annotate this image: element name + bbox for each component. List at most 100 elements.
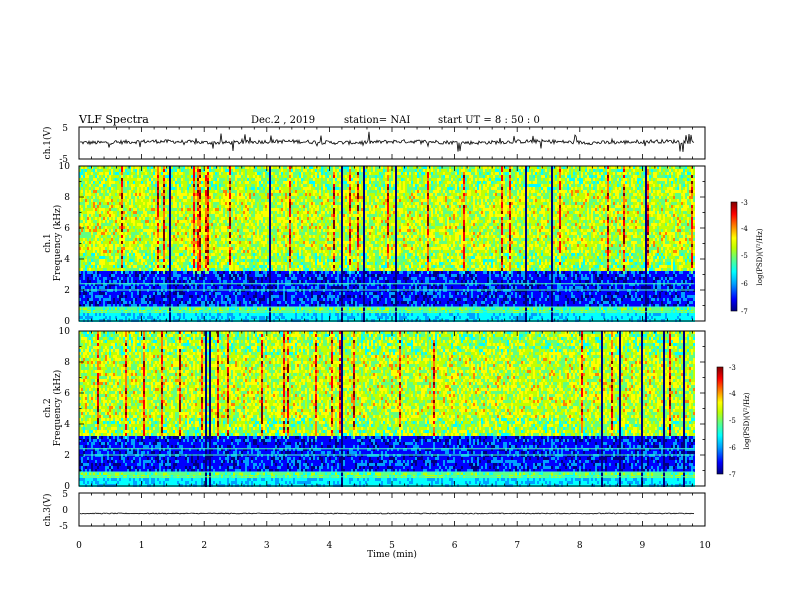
spectrogram-cell — [145, 298, 147, 301]
spectrogram-cell — [263, 232, 265, 235]
spectrogram-cell — [189, 262, 191, 265]
spectrogram-cell — [171, 295, 173, 298]
spectrogram-cell — [221, 235, 223, 238]
spectrogram-cell — [195, 244, 197, 247]
spectrogram-cell — [181, 241, 183, 244]
spectrogram-cell — [231, 301, 233, 304]
spectrogram-cell — [125, 226, 127, 229]
spectrogram-cell — [127, 274, 129, 277]
spectrogram-cell — [245, 232, 247, 235]
spectrogram-cell — [159, 268, 161, 271]
spectrogram-cell — [83, 193, 85, 196]
spectrogram-cell — [247, 259, 249, 262]
spectrogram-cell — [205, 280, 207, 283]
spectrogram-cell — [215, 193, 217, 196]
spectrogram-cell — [163, 292, 165, 295]
spectrogram-cell — [157, 277, 159, 280]
spectrogram-cell — [149, 244, 151, 247]
spectrogram-cell — [151, 316, 153, 319]
spectrogram-cell — [91, 277, 93, 280]
spectrogram-cell — [163, 274, 165, 277]
spectrogram-cell — [117, 196, 119, 199]
spectrogram-cell — [137, 265, 139, 268]
spectrogram-cell — [161, 223, 163, 226]
spectrogram-cell — [245, 172, 247, 175]
spectrogram-cell — [245, 178, 247, 181]
spectrogram-cell — [117, 172, 119, 175]
spectrogram-cell — [205, 241, 207, 244]
spectrogram-cell — [209, 214, 211, 217]
spectrogram-cell — [109, 172, 111, 175]
spectrogram-cell — [259, 178, 261, 181]
spectrogram-cell — [151, 286, 153, 289]
spectrogram-cell — [185, 277, 187, 280]
spectrogram-cell — [101, 178, 103, 181]
spectrogram-cell — [213, 220, 215, 223]
spectrogram-cell — [137, 208, 139, 211]
spectrogram-cell — [143, 205, 145, 208]
spectrogram-cell — [207, 232, 209, 235]
spectrogram-cell — [205, 253, 207, 256]
spectrogram-cell — [197, 268, 199, 271]
spectrogram-cell — [239, 199, 241, 202]
spectrogram-cell — [205, 172, 207, 175]
spectrogram-cell — [193, 271, 195, 274]
spectrogram-cell — [241, 214, 243, 217]
spectrogram-cell — [259, 259, 261, 262]
spectrogram-cell — [183, 175, 185, 178]
spectrogram-cell — [137, 193, 139, 196]
spectrogram-cell — [185, 268, 187, 271]
spectrogram-cell — [251, 196, 253, 199]
spectrogram-cell — [153, 286, 155, 289]
spectrogram-cell — [153, 193, 155, 196]
spectrogram-cell — [241, 250, 243, 253]
spectrogram-cell — [109, 220, 111, 223]
spectrogram-cell — [119, 196, 121, 199]
spectrogram-cell — [249, 247, 251, 250]
spectrogram-cell — [181, 190, 183, 193]
spectrogram-cell — [95, 175, 97, 178]
spectrogram-cell — [261, 232, 263, 235]
spectrogram-cell — [123, 184, 125, 187]
spectrogram-cell — [225, 301, 227, 304]
spectrogram-cell — [199, 211, 201, 214]
spectrogram-cell — [197, 175, 199, 178]
spectrogram-cell — [183, 232, 185, 235]
spectrogram-cell — [255, 253, 257, 256]
spectrogram-cell — [97, 211, 99, 214]
spectrogram-cell — [217, 178, 219, 181]
spectrogram-cell — [251, 217, 253, 220]
spectrogram-cell — [99, 292, 101, 295]
spectrogram-cell — [123, 262, 125, 265]
spectrogram-cell — [137, 301, 139, 304]
spectrogram-cell — [253, 220, 255, 223]
spectrogram-cell — [193, 256, 195, 259]
spectrogram-cell — [129, 226, 131, 229]
spectrogram-cell — [169, 205, 171, 208]
spectrogram-cell — [187, 196, 189, 199]
spectrogram-cell — [103, 241, 105, 244]
spectrogram-cell — [107, 223, 109, 226]
spectrogram-cell — [145, 286, 147, 289]
spectrogram-cell — [135, 202, 137, 205]
spectrogram-cell — [119, 280, 121, 283]
spectrogram-cell — [105, 175, 107, 178]
spectrogram-cell — [177, 247, 179, 250]
spectrogram-cell — [153, 226, 155, 229]
spectrogram-cell — [235, 214, 237, 217]
spectrogram-cell — [103, 208, 105, 211]
spectrogram-cell — [257, 265, 259, 268]
spectrogram-cell — [251, 226, 253, 229]
spectrogram-cell — [111, 262, 113, 265]
spectrogram-cell — [259, 247, 261, 250]
spectrogram-cell — [261, 169, 263, 172]
spectrogram-cell — [201, 241, 203, 244]
spectrogram-cell — [81, 262, 83, 265]
spectrogram-cell — [99, 229, 101, 232]
spectrogram-cell — [249, 208, 251, 211]
spectrogram-cell — [233, 211, 235, 214]
spectrogram-cell — [209, 187, 211, 190]
spectrogram-cell — [135, 235, 137, 238]
spectrogram-cell — [217, 196, 219, 199]
spectrogram-cell — [265, 298, 267, 301]
